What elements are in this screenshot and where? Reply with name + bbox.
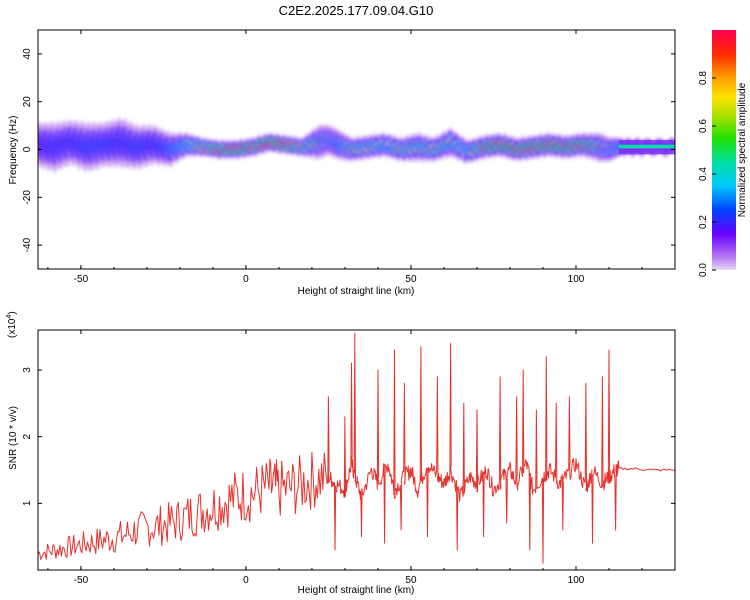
spectrogram-panel: -50 0 50 100 -40 -20 0 20 40 Height of straight… xyxy=(8,29,676,297)
spectrogram-ridge xyxy=(38,116,675,174)
snr-xtick-label: 0 xyxy=(243,575,249,586)
snr-xtick-label: 100 xyxy=(568,575,585,586)
spectrogram-ytick-label: 20 xyxy=(22,96,33,108)
colorbar-tick-label: 0.2 xyxy=(698,215,709,229)
snr-panel: -50 0 50 100 1 2 3 Height of straight line (k… xyxy=(6,311,676,596)
colorbar-tick-label: 0.6 xyxy=(698,119,709,133)
figure-title: C2E2.2025.177.09.04.G10 xyxy=(279,3,434,18)
svg-text:(x104): (x104) xyxy=(6,311,18,338)
snr-ytick-label: 2 xyxy=(22,433,33,439)
spectrogram-ytick-label: -40 xyxy=(22,237,33,252)
snr-exponent-prefix: (x10 xyxy=(7,318,18,338)
spectrogram-ytick-label: -20 xyxy=(22,190,33,205)
colorbar: 0.0 0.2 0.4 0.6 0.8 Normalized spectral ampl… xyxy=(698,30,748,277)
snr-frame xyxy=(37,329,676,571)
snr-y-axis: 1 2 3 xyxy=(22,367,675,506)
spectrogram-y-axis-label: Frequency (Hz) xyxy=(8,116,19,185)
snr-ytick-label: 3 xyxy=(22,367,33,373)
spectrogram-xtick-label: 0 xyxy=(243,274,249,285)
spectrogram-ytick-label: 40 xyxy=(22,48,33,60)
spectrogram-xtick-label: 100 xyxy=(568,274,585,285)
snr-ytick-label: 1 xyxy=(22,500,33,506)
snr-x-axis: -50 0 50 100 xyxy=(47,330,676,586)
spectrogram-heatmap xyxy=(38,116,675,174)
snr-y-axis-label: SNR (10 * v/v) xyxy=(8,406,19,470)
spectrogram-xtick-label: -50 xyxy=(74,274,89,285)
colorbar-tick-label: 0.4 xyxy=(698,167,709,181)
colorbar-label: Normalized spectral amplitude xyxy=(737,82,748,217)
spectrogram-xtick-label: 50 xyxy=(405,274,417,285)
spectrogram-x-axis-label: Height of straight line (km) xyxy=(298,286,415,297)
colorbar-ticks: 0.0 0.2 0.4 0.6 0.8 xyxy=(698,71,716,277)
spectrogram-ytick-label: 0 xyxy=(22,146,33,152)
snr-line xyxy=(38,332,675,564)
spectrogram-y-axis: -40 -20 0 20 40 xyxy=(22,48,675,252)
snr-exponent-power: 4 xyxy=(6,315,13,319)
snr-xtick-label: 50 xyxy=(405,575,417,586)
snr-x-axis-label: Height of straight line (km) xyxy=(298,585,415,596)
spectrogram-tail-core xyxy=(618,144,675,149)
colorbar-tick-label: 0.8 xyxy=(698,71,709,85)
snr-y-exponent: (x104) xyxy=(6,311,18,338)
colorbar-gradient xyxy=(712,30,736,270)
snr-xtick-label: -50 xyxy=(74,575,89,586)
spectrogram-x-axis: -50 0 50 100 xyxy=(47,30,676,285)
colorbar-tick-label: 0.0 xyxy=(698,263,709,277)
snr-plot-area xyxy=(38,332,675,564)
